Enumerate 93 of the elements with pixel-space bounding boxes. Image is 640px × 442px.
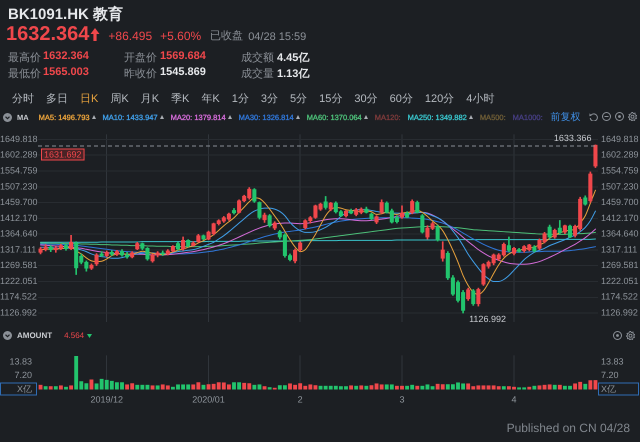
bar: [262, 386, 266, 390]
y-tick-label: 1649.818: [0, 134, 38, 144]
y2-tick-label: 13.83: [601, 356, 624, 367]
text: 多日: [46, 92, 68, 106]
annotation: 1126.992: [469, 314, 506, 324]
bar: [502, 386, 506, 390]
text: 最低价: [8, 67, 41, 81]
text: 3分: [260, 92, 278, 106]
y2-tick-label: 1126.992: [601, 308, 638, 318]
y2-tick-label: 1649.818: [601, 134, 639, 144]
bar: [156, 385, 160, 390]
y2-tick-label: 1412.170: [601, 212, 639, 223]
y-tick-label: 1222.051: [0, 276, 38, 286]
bar: [69, 385, 74, 390]
text: 已收盘: [210, 29, 244, 43]
line-series: [40, 190, 596, 295]
text: 日K: [80, 92, 98, 106]
y-tick-label: 1364.640: [0, 228, 38, 239]
y2-tick-label: 1459.700: [601, 197, 639, 208]
y2-tick-label: 1269.581: [601, 260, 639, 270]
text: 开盘价: [124, 51, 157, 65]
text: 1分: [232, 92, 249, 106]
text: 1565.003: [43, 66, 89, 78]
x-tick-label: 2020/01: [192, 394, 225, 404]
y-tick-label: 1317.111: [0, 244, 36, 254]
y2-tick-label: 1174.522: [601, 292, 638, 302]
text: 成交量: [241, 66, 274, 81]
x-tick-label: 2019/12: [90, 394, 123, 404]
y2-tick-label: 1554.759: [601, 165, 639, 176]
y-tick-label: 13.83: [9, 356, 32, 367]
text: 1632.364: [6, 23, 90, 46]
y2-tick-label: 7.20: [601, 370, 619, 380]
y-tick-label: 1554.759: [0, 165, 38, 176]
bar: [58, 385, 63, 390]
y2-tick-label: 1602.289: [601, 150, 639, 160]
bar: [54, 386, 58, 390]
text: Published on CN 04/28: [506, 421, 630, 435]
y-tick-label: 1507.230: [0, 181, 38, 192]
text: 前复权: [550, 110, 581, 124]
y2-tick-label: 1507.230: [601, 181, 639, 192]
text: +5.60%: [160, 29, 202, 43]
y-tick-label: 7.20: [14, 370, 32, 380]
text: 5分: [290, 92, 308, 106]
text: 4小时: [466, 92, 494, 106]
text: 4.45亿: [277, 51, 310, 65]
x-tick-label: 4: [511, 394, 517, 404]
x-tick-label: 2: [298, 394, 303, 404]
y-tick-label: 1174.522: [0, 292, 37, 302]
text: 周K: [110, 92, 129, 106]
annotation: 1633.366: [554, 132, 592, 143]
text: 1569.684: [160, 50, 206, 62]
text: 分时: [12, 92, 34, 106]
y-tick-label: 1126.992: [0, 308, 37, 318]
text: 年K: [201, 92, 220, 106]
y2-tick-label: 1317.111: [601, 244, 638, 254]
text: 成交额: [241, 50, 274, 65]
chart-title: AMOUNT: [17, 331, 52, 340]
bar: [202, 384, 206, 390]
y2-tick-label: X亿: [601, 384, 616, 394]
text: 1632.364: [43, 50, 89, 62]
x-tick-label: 3: [399, 394, 405, 404]
text: 120分: [424, 92, 454, 106]
y-tick-label: X亿: [16, 384, 32, 394]
text: 1545.869: [160, 66, 206, 78]
text: 季K: [171, 92, 190, 106]
bar: [364, 386, 368, 390]
text: 4.564: [64, 331, 84, 340]
bar: [349, 385, 354, 390]
y2-tick-label: 1364.640: [601, 228, 639, 239]
ref-line-label: 1631.692: [44, 149, 82, 160]
y-tick-label: 1269.581: [0, 260, 38, 270]
text: 04/28 15:59: [248, 31, 306, 43]
y2-tick-label: 1222.051: [601, 276, 639, 286]
text: 昨收价: [124, 67, 157, 81]
bar: [64, 386, 68, 390]
bar: [90, 380, 94, 390]
text: 最高价: [8, 50, 41, 65]
bar: [48, 386, 53, 390]
text: +86.495: [108, 29, 152, 43]
y-tick-label: 1602.289: [0, 150, 38, 160]
text: BK1091.HK 教育: [8, 5, 124, 24]
bar: [38, 384, 42, 390]
text: 15分: [319, 92, 342, 106]
bar: [532, 386, 536, 390]
text: 60分: [390, 92, 413, 106]
text: 月K: [140, 92, 160, 106]
line-series: [40, 212, 596, 265]
bar: [44, 386, 48, 390]
text: 30分: [354, 92, 378, 106]
y-tick-label: 1459.700: [0, 197, 38, 208]
bar: [150, 385, 154, 390]
y-tick-label: 1412.170: [0, 212, 38, 223]
text: 1.13亿: [277, 67, 310, 81]
